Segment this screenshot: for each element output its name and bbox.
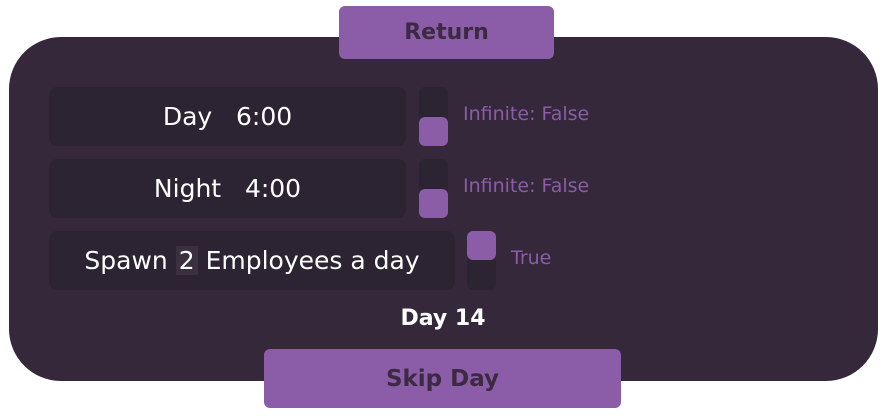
spawn-suffix: Employees a day <box>205 246 420 275</box>
skip-day-button[interactable]: Skip Day <box>264 349 621 408</box>
spawn-prefix: Spawn <box>84 246 168 275</box>
toggle-handle[interactable] <box>467 231 496 260</box>
spawn-field: Spawn 2 Employees a day <box>49 231 455 290</box>
day-value: 6:00 <box>236 102 293 131</box>
day-infinite-label: Infinite: False <box>463 103 590 125</box>
night-value: 4:00 <box>244 174 302 203</box>
night-infinite-toggle[interactable] <box>419 159 448 218</box>
night-duration-field[interactable]: Night 4:00 <box>49 159 406 218</box>
night-infinite-label: Infinite: False <box>463 175 590 197</box>
return-button[interactable]: Return <box>339 6 554 59</box>
spawn-toggle[interactable] <box>467 231 496 290</box>
day-label: Day <box>162 102 213 131</box>
spawn-toggle-label: True <box>511 247 552 269</box>
day-counter: Day 14 <box>400 306 486 331</box>
spawn-count-input[interactable]: 2 <box>175 246 198 275</box>
toggle-handle[interactable] <box>419 189 448 218</box>
night-label: Night <box>153 174 222 203</box>
toggle-handle[interactable] <box>419 117 448 146</box>
day-infinite-toggle[interactable] <box>419 87 448 146</box>
day-duration-field[interactable]: Day 6:00 <box>49 87 406 146</box>
